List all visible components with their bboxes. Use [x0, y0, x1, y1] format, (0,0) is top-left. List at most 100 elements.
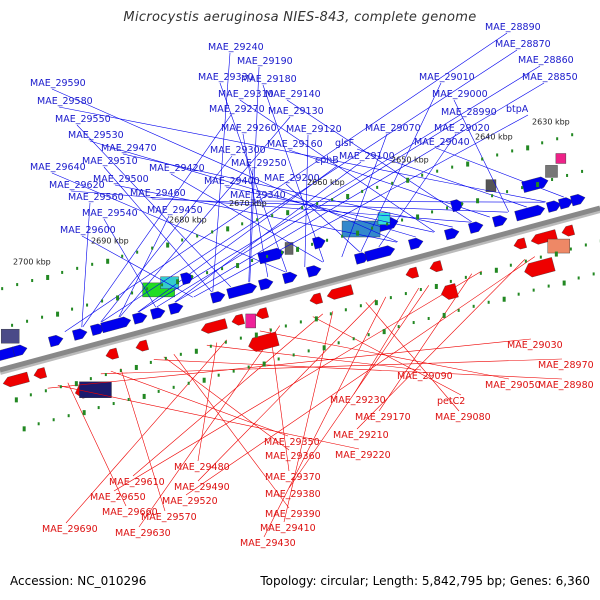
reverse-gene-label: MAE_29030	[507, 340, 563, 351]
forward-gene-label: MAE_29120	[286, 124, 342, 135]
forward-gene-label: MAE_29590	[30, 78, 86, 89]
scale-dot	[106, 258, 110, 264]
forward-gene-label: MAE_29270	[209, 104, 265, 115]
reverse-gene	[405, 266, 419, 279]
gene-arrow-shape	[558, 197, 574, 210]
scale-dot	[277, 357, 280, 361]
reverse-gene	[33, 367, 47, 379]
reverse-gene	[326, 284, 354, 300]
scale-dot	[26, 319, 29, 323]
scale-dot	[56, 311, 60, 317]
label-leader-lines	[47, 32, 564, 538]
forward-gene	[72, 328, 88, 341]
forward-leader-line	[51, 172, 286, 273]
reverse-gene-label: MAE_29430	[240, 538, 296, 549]
forward-gene-label: MAE_28850	[522, 72, 578, 83]
gene-arrow-shape	[513, 237, 527, 250]
scale-dot	[571, 133, 574, 137]
forward-gene-label: MAE_29540	[82, 208, 138, 219]
scale-dot	[1, 287, 4, 291]
scale-dot	[146, 287, 149, 291]
scale-dot	[481, 157, 484, 161]
scale-dot	[82, 410, 86, 416]
scale-dot	[536, 182, 540, 188]
forward-leader-line	[151, 198, 508, 213]
scale-dot	[296, 246, 300, 252]
scale-dot	[16, 283, 19, 287]
forward-gene-label: MAE_29330	[198, 72, 254, 83]
scale-dot	[226, 226, 230, 232]
scale-dot	[344, 308, 347, 312]
forward-gene-label: MAE_29260	[221, 123, 277, 134]
forward-gene-label: MAE_29640	[30, 162, 86, 173]
gene-arrow-shape	[12, 344, 28, 357]
scale-dot	[449, 279, 452, 283]
scale-dot	[97, 406, 100, 410]
reverse-leader-line	[269, 328, 290, 472]
feature-box	[377, 212, 391, 225]
scale-dot	[22, 426, 26, 432]
scale-dot	[524, 259, 527, 263]
scale-dot	[541, 141, 544, 145]
scale-dot	[41, 315, 44, 319]
scale-dot	[526, 145, 530, 151]
scale-dot	[241, 222, 244, 226]
gene-arrow-shape	[210, 291, 226, 304]
scale-dot	[254, 332, 258, 338]
reverse-leader-line	[185, 256, 535, 496]
gene-arrow-shape	[257, 247, 285, 265]
forward-leader-line	[356, 148, 527, 208]
scale-dot	[206, 271, 209, 275]
feature-box	[485, 179, 497, 192]
scale-dot	[331, 198, 334, 202]
forward-gene-label: MAE_29460	[130, 188, 186, 199]
scale-dot	[251, 259, 254, 263]
scale-dot	[266, 254, 269, 258]
forward-leader-line	[89, 140, 416, 238]
gene-arrow-shape	[306, 265, 322, 278]
scale-dot	[356, 230, 360, 236]
feature-box	[160, 276, 179, 289]
scale-dot	[52, 418, 55, 422]
forward-leader-line	[251, 200, 545, 203]
reverse-gene	[2, 371, 30, 388]
forward-gene	[100, 316, 132, 334]
scale-dot	[209, 344, 212, 348]
forward-gene	[521, 176, 549, 193]
scale-dot	[569, 247, 572, 251]
reverse-gene	[255, 307, 269, 319]
gene-arrow-shape	[150, 307, 166, 320]
scale-dot	[67, 414, 70, 418]
reverse-gene	[513, 237, 527, 250]
reverse-gene-label: MAE_29520	[162, 496, 218, 507]
scale-dot	[416, 214, 420, 220]
forward-leader-line	[341, 133, 388, 258]
gene-arrow-shape	[492, 215, 508, 228]
scale-dot	[391, 181, 394, 185]
scale-dot	[161, 283, 164, 287]
forward-leader-line	[156, 117, 464, 308]
scale-dot	[556, 137, 559, 141]
forward-gene-label: MAE_29420	[149, 163, 205, 174]
reverse-leader-line	[378, 273, 473, 412]
gene-arrow-shape	[546, 200, 562, 213]
scale-dot	[86, 303, 89, 307]
forward-leader-line	[225, 186, 434, 233]
reverse-gene-label: petC2	[437, 396, 465, 407]
gene-arrow-shape	[514, 204, 546, 222]
scale-dot	[269, 328, 272, 332]
forward-gene	[168, 302, 184, 315]
gene-arrow-shape	[444, 228, 460, 241]
scale-dot	[311, 242, 314, 246]
forward-gene-label: MAE_29250	[231, 158, 287, 169]
forward-gene-label: MAE_29010	[419, 72, 475, 83]
gene-arrow-shape	[312, 236, 326, 250]
reverse-gene-label: MAE_29570	[141, 512, 197, 523]
scale-dot	[202, 377, 206, 383]
gene-labels: MAE_28890 MAE_28870 MAE_28860 MAE_28850 MAE_…	[30, 22, 594, 549]
scale-dot	[172, 385, 175, 389]
forward-gene	[226, 282, 258, 299]
scale-tick-label: 2680 kbp	[169, 215, 207, 224]
reverse-gene-label: MAE_28980	[538, 380, 594, 391]
